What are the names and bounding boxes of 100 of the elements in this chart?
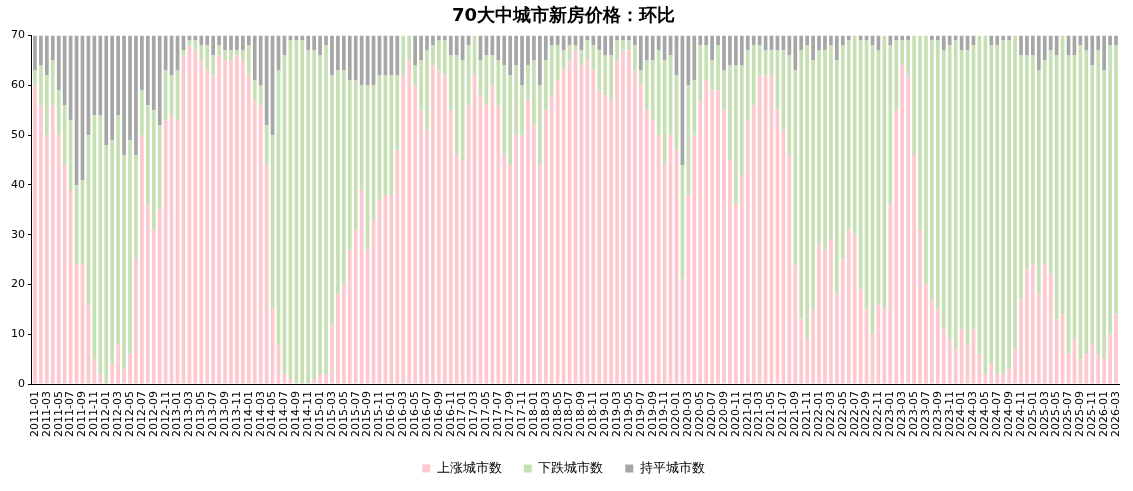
bar (609, 35, 613, 56)
bar (799, 35, 804, 51)
x-tick-label: 2013-11 (229, 391, 243, 438)
bar (947, 45, 952, 340)
x-tick-label: 2018-01 (526, 391, 540, 438)
bar (793, 35, 798, 71)
bar (543, 60, 548, 111)
x-tick-label: 2020-09 (716, 391, 730, 438)
bar (140, 135, 144, 384)
x-tick-label: 2019-07 (633, 391, 647, 438)
bar (347, 35, 352, 81)
bar (852, 35, 857, 235)
bar (359, 35, 364, 86)
bar (710, 90, 714, 384)
bar (395, 75, 400, 151)
bar (258, 105, 263, 384)
bar (597, 35, 602, 51)
bar (639, 70, 643, 86)
bar (722, 70, 726, 111)
x-tick-label: 2026-01 (1097, 391, 1111, 438)
bar (241, 35, 245, 51)
bar (1031, 55, 1035, 265)
bar (520, 85, 524, 136)
bar (353, 35, 358, 81)
x-tick-label: 2015-11 (372, 391, 386, 438)
bar (229, 50, 233, 61)
x-tick-label: 2013-09 (217, 391, 231, 438)
bar (223, 35, 227, 51)
bar (906, 35, 910, 41)
bar (698, 35, 703, 46)
bar (1096, 50, 1101, 355)
y-tick-label: 0 (18, 376, 25, 390)
x-tick-label: 2025-01 (1025, 391, 1039, 438)
bar (294, 35, 299, 41)
bar (930, 299, 934, 384)
x-tick-label: 2018-11 (586, 391, 600, 438)
x-tick-label: 2017-07 (491, 391, 505, 438)
x-tick-label: 2022-09 (859, 391, 873, 438)
bar (1007, 369, 1011, 384)
bar (419, 35, 423, 61)
bar (318, 55, 322, 375)
bar (229, 35, 233, 51)
bar (817, 50, 821, 245)
bar (496, 60, 501, 106)
bar (716, 35, 720, 46)
bar (508, 75, 512, 166)
bar (846, 40, 851, 230)
bar (1007, 40, 1011, 370)
bar (1114, 314, 1118, 384)
bar (644, 35, 649, 61)
bar (1114, 45, 1118, 315)
bar (835, 60, 839, 295)
bar (639, 35, 643, 71)
bar (698, 45, 703, 101)
bar (50, 35, 55, 61)
bar (704, 35, 709, 46)
bar (799, 50, 804, 320)
bar (644, 60, 649, 111)
bar (490, 35, 495, 56)
bar (1013, 349, 1017, 384)
bar (425, 130, 429, 384)
legend-label: 下跌城市数 (538, 459, 604, 475)
bar (728, 160, 732, 384)
x-tick-label: 2023-09 (930, 391, 944, 438)
bar (419, 60, 423, 111)
bar (989, 364, 994, 384)
bar (995, 35, 1000, 46)
bar (306, 50, 311, 384)
x-tick-label: 2019-09 (645, 391, 659, 438)
bar (157, 209, 162, 384)
bar (448, 110, 453, 384)
bar (45, 75, 49, 136)
x-tick-label: 2019-11 (657, 391, 671, 438)
x-tick-label: 2022-01 (811, 391, 825, 438)
bar (395, 150, 400, 384)
bar (514, 135, 518, 384)
bar (56, 135, 61, 384)
bar (1090, 344, 1095, 384)
bar (353, 229, 358, 384)
bar (935, 309, 940, 384)
bar (615, 40, 619, 61)
bar (650, 60, 655, 121)
x-tick-label: 2014-03 (253, 391, 267, 438)
bar (1025, 55, 1029, 270)
bar (722, 35, 726, 71)
x-tick-label: 2021-11 (800, 391, 814, 438)
bar (995, 374, 1000, 384)
x-tick-label: 2014-05 (265, 391, 279, 438)
bar (336, 294, 340, 384)
bar (1048, 50, 1053, 275)
bar (157, 125, 162, 210)
bar (353, 80, 358, 230)
bar (211, 75, 216, 384)
bar (692, 135, 697, 384)
bar (199, 45, 204, 61)
bar (116, 115, 120, 345)
bar (734, 204, 738, 384)
x-tick-label: 2025-09 (1073, 391, 1087, 438)
bar (448, 35, 453, 56)
x-tick-label: 2012-09 (146, 391, 160, 438)
